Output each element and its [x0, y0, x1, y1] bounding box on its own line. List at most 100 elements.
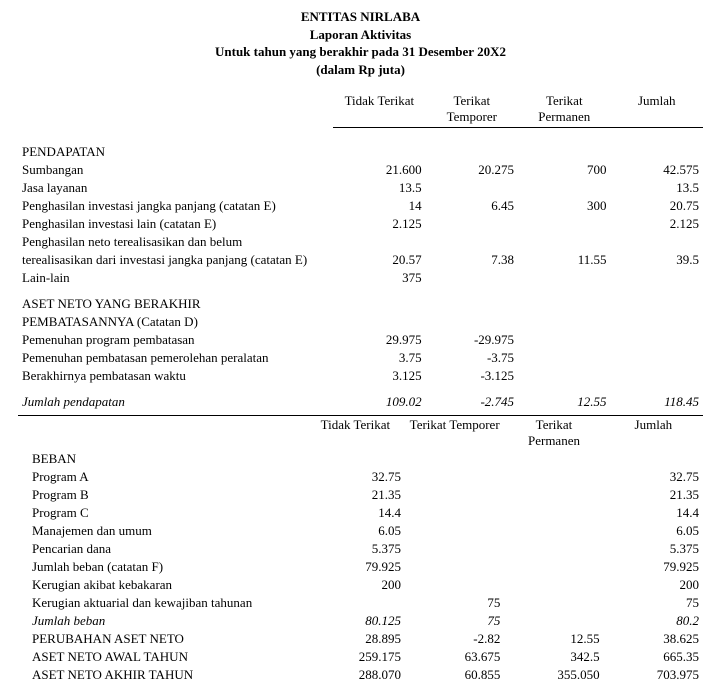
val: -3.125	[426, 367, 518, 385]
label: Berakhirnya pembatasan waktu	[18, 367, 333, 385]
col-terikat-permanen: Terikat Permanen	[518, 92, 610, 128]
val	[504, 576, 603, 594]
label: Jumlah pendapatan	[18, 393, 333, 411]
val: 32.75	[604, 468, 703, 486]
label: terealisasikan dari investasi jangka pan…	[18, 251, 333, 269]
val: 75	[405, 612, 504, 630]
col-terikat-temporer: Terikat Temporer	[405, 416, 504, 450]
val	[504, 522, 603, 540]
val: 2.125	[333, 215, 425, 233]
row-pencarian: Pencarian dana 5.375 5.375	[18, 540, 703, 558]
val: 288.070	[306, 666, 405, 684]
section-aset-neto-2: PEMBATASANNYA (Catatan D)	[18, 313, 333, 331]
row-inv-lain: Penghasilan investasi lain (catatan E) 2…	[18, 215, 703, 233]
page: ENTITAS NIRLABA Laporan Aktivitas Untuk …	[0, 0, 721, 696]
row-awal: ASET NETO AWAL TAHUN 259.175 63.675 342.…	[18, 648, 703, 666]
val: 60.855	[405, 666, 504, 684]
val: 80.125	[306, 612, 405, 630]
val: 700	[518, 161, 610, 179]
val: 300	[518, 197, 610, 215]
label: Program A	[18, 468, 306, 486]
val: 21.600	[333, 161, 425, 179]
val: 20.75	[611, 197, 704, 215]
val: 259.175	[306, 648, 405, 666]
label: Manajemen dan umum	[18, 522, 306, 540]
label: Program B	[18, 486, 306, 504]
val: 3.125	[333, 367, 425, 385]
row-akhir: ASET NETO AKHIR TAHUN 288.070 60.855 355…	[18, 666, 703, 684]
row-neto-1: Penghasilan neto terealisasikan dan belu…	[18, 233, 703, 251]
section-beban: BEBAN	[18, 450, 306, 468]
col-jumlah: Jumlah	[604, 416, 703, 450]
val: 2.125	[611, 215, 704, 233]
val: 14.4	[306, 504, 405, 522]
val: 12.55	[504, 630, 603, 648]
val: 79.925	[306, 558, 405, 576]
val: 5.375	[306, 540, 405, 558]
row-inv-panjang: Penghasilan investasi jangka panjang (ca…	[18, 197, 703, 215]
row-jumlah-beban-f: Jumlah beban (catatan F) 79.925 79.925	[18, 558, 703, 576]
column-header-row-2: Tidak Terikat Terikat Temporer Terikat P…	[18, 416, 703, 450]
column-header-row-1: Tidak Terikat Terikat Temporer Terikat P…	[18, 92, 703, 128]
col-tidak-terikat: Tidak Terikat	[306, 416, 405, 450]
row-prog-b: Program B 21.35 21.35	[18, 486, 703, 504]
val: 11.55	[518, 251, 610, 269]
val: 342.5	[504, 648, 603, 666]
val	[611, 367, 704, 385]
val	[504, 558, 603, 576]
col-tidak-terikat: Tidak Terikat	[333, 92, 425, 128]
section-pendapatan: PENDAPATAN	[18, 136, 333, 161]
label: Penghasilan investasi jangka panjang (ca…	[18, 197, 333, 215]
val	[426, 215, 518, 233]
val: -29.975	[426, 331, 518, 349]
val	[518, 215, 610, 233]
val: 32.75	[306, 468, 405, 486]
val: 355.050	[504, 666, 603, 684]
val: 109.02	[333, 393, 425, 411]
val	[426, 269, 518, 287]
val: 3.75	[333, 349, 425, 367]
val	[405, 522, 504, 540]
val: 200	[604, 576, 703, 594]
val: 5.375	[604, 540, 703, 558]
val: 118.45	[611, 393, 704, 411]
val	[611, 269, 704, 287]
label: Sumbangan	[18, 161, 333, 179]
val	[504, 468, 603, 486]
val: 14	[333, 197, 425, 215]
header-line-2: Laporan Aktivitas	[18, 26, 703, 44]
val: 6.05	[604, 522, 703, 540]
val: 665.35	[604, 648, 703, 666]
label: Pemenuhan program pembatasan	[18, 331, 333, 349]
label: Kerugian aktuarial dan kewajiban tahunan	[18, 594, 306, 612]
row-jasa: Jasa layanan 13.5 13.5	[18, 179, 703, 197]
label: Penghasilan investasi lain (catatan E)	[18, 215, 333, 233]
val	[518, 269, 610, 287]
val	[405, 576, 504, 594]
val: 21.35	[604, 486, 703, 504]
val	[405, 558, 504, 576]
row-lain: Lain-lain 375	[18, 269, 703, 287]
val	[504, 594, 603, 612]
val: 42.575	[611, 161, 704, 179]
val: -2.745	[426, 393, 518, 411]
val: 14.4	[604, 504, 703, 522]
val: 39.5	[611, 251, 704, 269]
val: 21.35	[306, 486, 405, 504]
section-aset-neto-1: ASET NETO YANG BERAKHIR	[18, 295, 333, 313]
val	[611, 349, 704, 367]
val	[405, 540, 504, 558]
val	[405, 486, 504, 504]
col-terikat-temporer: Terikat Temporer	[426, 92, 518, 128]
val	[504, 540, 603, 558]
val	[405, 504, 504, 522]
row-jumlah-pendapatan: Jumlah pendapatan 109.02 -2.745 12.55 11…	[18, 393, 703, 411]
val: 28.895	[306, 630, 405, 648]
label: Pemenuhan pembatasan pemerolehan peralat…	[18, 349, 333, 367]
header-line-1: ENTITAS NIRLABA	[18, 8, 703, 26]
val	[611, 331, 704, 349]
val: 79.925	[604, 558, 703, 576]
val: -3.75	[426, 349, 518, 367]
val: 13.5	[333, 179, 425, 197]
label: Kerugian akibat kebakaran	[18, 576, 306, 594]
